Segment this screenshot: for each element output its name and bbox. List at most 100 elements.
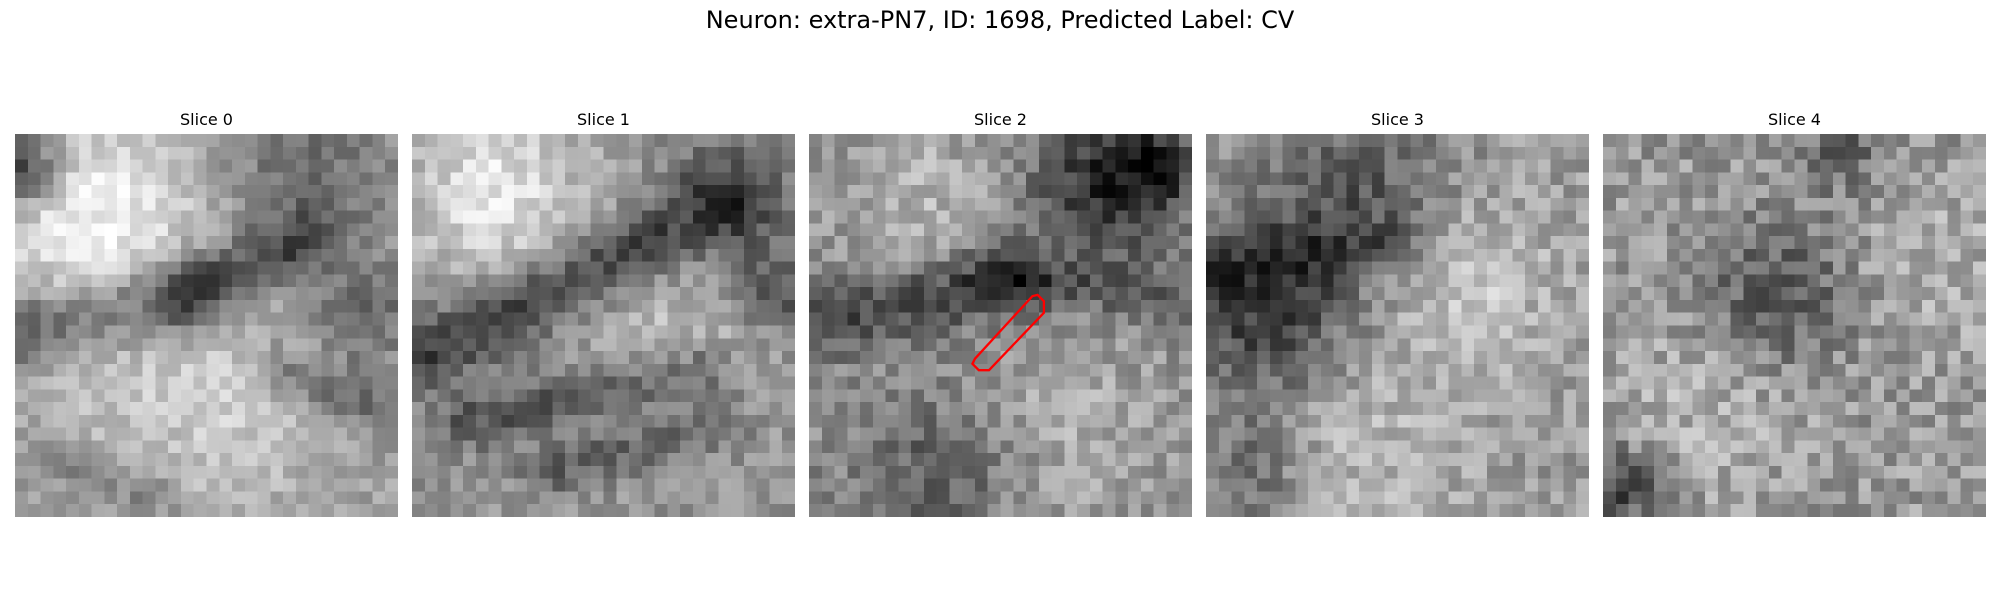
pixel <box>616 427 630 441</box>
pixel <box>206 197 220 211</box>
pixel <box>1371 287 1385 301</box>
pixel <box>257 261 271 275</box>
pixel <box>1909 376 1923 390</box>
pixel <box>1077 287 1091 301</box>
pixel <box>1576 478 1589 492</box>
pixel <box>821 414 835 428</box>
pixel <box>821 261 835 275</box>
pixel <box>1628 146 1642 160</box>
pixel <box>1973 504 1986 517</box>
pixel <box>1038 351 1052 365</box>
pixel <box>1218 414 1232 428</box>
pixel <box>1858 134 1872 148</box>
pixel <box>821 427 835 441</box>
pixel <box>53 465 67 479</box>
pixel <box>1641 287 1655 301</box>
pixel <box>834 172 848 186</box>
pixel <box>1537 414 1551 428</box>
pixel <box>1026 427 1040 441</box>
pixel <box>1896 172 1910 186</box>
pixel <box>1089 159 1103 173</box>
pixel <box>590 453 604 467</box>
pixel <box>15 248 29 262</box>
pixel <box>1000 274 1014 288</box>
pixel <box>1179 287 1192 301</box>
pixel <box>847 453 861 467</box>
pixel <box>1934 376 1948 390</box>
pixel <box>168 351 182 365</box>
pixel <box>962 185 976 199</box>
pixel <box>1820 414 1834 428</box>
pixel <box>1410 261 1424 275</box>
pixel <box>1486 274 1500 288</box>
pixel <box>450 159 464 173</box>
pixel <box>1858 248 1872 262</box>
pixel <box>641 389 655 403</box>
pixel <box>1269 376 1283 390</box>
pixel <box>782 159 795 173</box>
pixel <box>1102 185 1116 199</box>
pixel <box>1832 287 1846 301</box>
pixel <box>488 414 502 428</box>
pixel <box>1102 414 1116 428</box>
pixel <box>104 376 118 390</box>
pixel <box>1128 427 1142 441</box>
pixel <box>1781 146 1795 160</box>
pixel <box>1077 299 1091 313</box>
pixel <box>641 236 655 250</box>
pixel <box>244 210 258 224</box>
pixel <box>743 287 757 301</box>
pixel <box>974 223 988 237</box>
pixel <box>1666 414 1680 428</box>
pixel <box>552 185 566 199</box>
pixel <box>1051 210 1065 224</box>
pixel <box>1140 325 1154 339</box>
pixel <box>219 440 233 454</box>
pixel <box>1474 299 1488 313</box>
pixel <box>1064 299 1078 313</box>
pixel <box>66 491 80 505</box>
pixel <box>66 172 80 186</box>
pixel <box>1743 261 1757 275</box>
pixel <box>1128 389 1142 403</box>
pixel <box>450 389 464 403</box>
pixel <box>1448 389 1462 403</box>
pixel <box>847 236 861 250</box>
pixel <box>1537 159 1551 173</box>
pixel <box>898 248 912 262</box>
pixel <box>1922 248 1936 262</box>
pixel <box>321 312 335 326</box>
pixel <box>834 274 848 288</box>
pixel <box>692 312 706 326</box>
pixel <box>923 414 937 428</box>
pixel <box>1064 274 1078 288</box>
pixel <box>1153 440 1167 454</box>
pixel <box>1089 185 1103 199</box>
pixel <box>1820 210 1834 224</box>
pixel <box>475 134 489 148</box>
pixel <box>1883 376 1897 390</box>
pixel <box>1115 363 1129 377</box>
pixel <box>1512 159 1526 173</box>
pixel <box>155 465 169 479</box>
pixel <box>872 465 886 479</box>
pixel <box>1346 197 1360 211</box>
pixel <box>911 389 925 403</box>
pixel <box>437 248 451 262</box>
pixel <box>450 274 464 288</box>
pixel <box>385 453 398 467</box>
pixel <box>142 465 156 479</box>
pixel <box>295 185 309 199</box>
pixel <box>1269 274 1283 288</box>
pixel <box>1474 312 1488 326</box>
pixel <box>1512 197 1526 211</box>
pixel <box>1781 389 1795 403</box>
pixel <box>168 159 182 173</box>
pixel <box>705 172 719 186</box>
pixel <box>1000 478 1014 492</box>
pixel <box>1038 299 1052 313</box>
pixel <box>463 185 477 199</box>
pixel <box>168 299 182 313</box>
pixel <box>66 478 80 492</box>
pixel <box>1218 185 1232 199</box>
